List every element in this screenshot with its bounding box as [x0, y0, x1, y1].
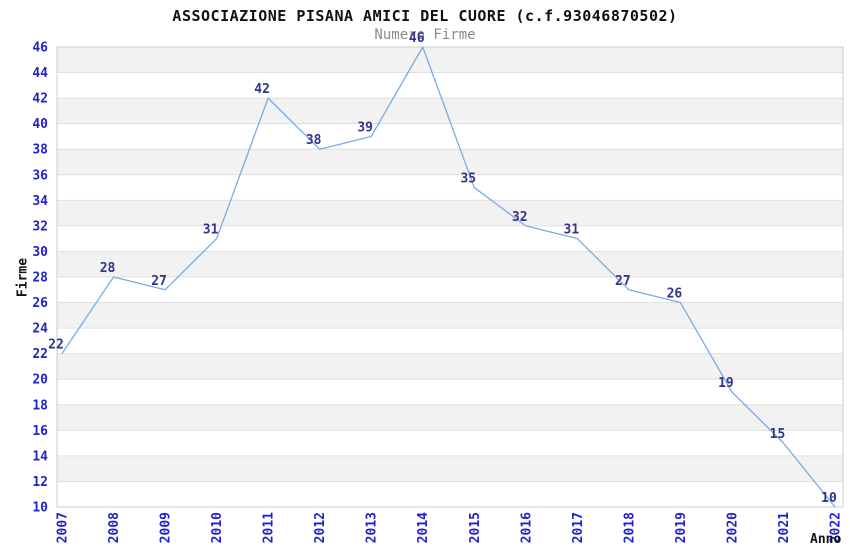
x-tick-label: 2022	[829, 512, 844, 543]
data-point-label: 46	[409, 31, 425, 46]
x-tick-label: 2019	[674, 512, 689, 543]
y-tick-label: 40	[32, 117, 48, 132]
y-tick-label: 22	[32, 347, 48, 362]
x-tick-label: 2011	[262, 512, 277, 543]
x-tick-label: 2021	[777, 512, 792, 543]
data-point-label: 31	[203, 223, 219, 238]
plot-band	[57, 47, 843, 73]
data-point-label: 22	[48, 338, 64, 353]
x-axis-label: Anno	[810, 532, 842, 547]
plot-band	[57, 404, 843, 431]
y-tick-label: 42	[32, 92, 48, 107]
data-point-label: 27	[615, 274, 631, 289]
y-tick-label: 24	[32, 322, 48, 337]
plot-band	[57, 149, 843, 175]
data-point-label: 10	[821, 491, 837, 506]
y-tick-label: 26	[32, 296, 48, 311]
x-tick-label: 2018	[622, 512, 637, 543]
chart-title: ASSOCIAZIONE PISANA AMICI DEL CUORE (c.f…	[172, 7, 678, 25]
x-tick-label: 2015	[468, 512, 483, 543]
y-tick-label: 28	[32, 271, 48, 286]
data-point-label: 28	[100, 261, 116, 276]
y-tick-label: 20	[32, 373, 48, 388]
x-tick-label: 2012	[313, 512, 328, 543]
data-point-label: 39	[357, 120, 373, 135]
x-tick-label: 2007	[56, 512, 71, 543]
y-tick-label: 16	[32, 424, 48, 439]
x-tick-label: 2016	[519, 512, 534, 543]
data-point-label: 31	[564, 223, 580, 238]
chart-subtitle: Numero Firme	[374, 27, 476, 43]
y-tick-label: 30	[32, 245, 48, 260]
y-tick-label: 44	[32, 66, 48, 81]
data-point-label: 32	[512, 210, 528, 225]
y-tick-label: 34	[32, 194, 48, 209]
x-tick-label: 2017	[571, 512, 586, 543]
plot-band	[57, 251, 843, 277]
y-tick-label: 18	[32, 398, 48, 413]
x-tick-label: 2013	[365, 512, 380, 543]
plot-band	[57, 98, 843, 124]
plot-border	[56, 46, 844, 508]
x-tick-label: 2009	[159, 512, 174, 543]
x-tick-label: 2020	[725, 512, 740, 543]
data-point-label: 42	[254, 82, 270, 97]
plot-band	[57, 302, 843, 329]
plot-band	[57, 200, 843, 226]
data-point-label: 26	[667, 287, 683, 302]
plot-band	[57, 455, 843, 482]
data-point-label: 19	[718, 376, 734, 391]
line-series	[61, 46, 836, 508]
data-point-label: 27	[151, 274, 167, 289]
x-tick-label: 2014	[416, 512, 431, 543]
data-point-label: 35	[460, 172, 476, 187]
y-tick-label: 32	[32, 219, 48, 234]
y-tick-label: 38	[32, 143, 48, 158]
y-tick-label: 46	[32, 41, 48, 56]
data-point-label: 15	[770, 427, 786, 442]
data-point-label: 38	[306, 133, 322, 148]
y-tick-label: 36	[32, 168, 48, 183]
x-tick-label: 2008	[107, 512, 122, 543]
y-tick-label: 12	[32, 475, 48, 490]
y-tick-label: 14	[32, 449, 48, 464]
x-tick-label: 2010	[210, 512, 225, 543]
y-tick-label: 10	[32, 501, 48, 516]
